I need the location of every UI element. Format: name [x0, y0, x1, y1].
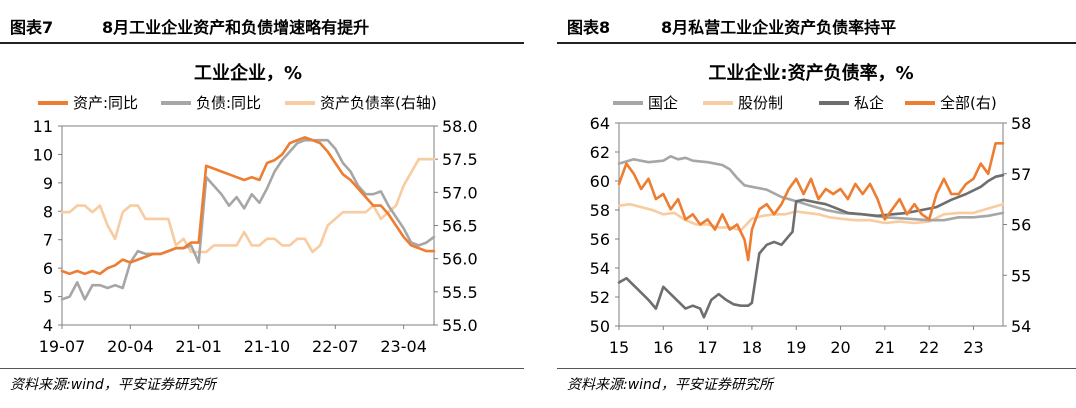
x-tick-label: 23-04	[380, 337, 427, 356]
y-tick-label: 9	[43, 174, 53, 193]
legend-label: 股份制	[738, 94, 783, 112]
x-tick-label: 18	[742, 338, 762, 357]
figure-title: 8月工业企业资产和负债增速略有提升	[102, 18, 370, 37]
header-rule	[0, 42, 524, 44]
y2-tick-label: 55.0	[442, 316, 478, 335]
figure-header: 图表7 8月工业企业资产和负债增速略有提升	[0, 6, 524, 40]
series-line	[617, 173, 1005, 319]
x-tick-label: 20-04	[107, 337, 154, 356]
header-rule	[557, 42, 1076, 44]
x-tick-label: 21	[875, 338, 895, 357]
y-tick-label: 4	[43, 316, 53, 335]
series-line	[617, 202, 1005, 232]
y-tick-label: 8	[43, 202, 53, 221]
x-tick-label: 22	[919, 338, 939, 357]
series-line	[60, 157, 436, 254]
y2-tick-label: 58	[1011, 114, 1031, 133]
y2-tick-label: 56.0	[442, 250, 478, 269]
y-tick-label: 10	[33, 145, 53, 164]
x-tick-label: 20	[830, 338, 850, 357]
figure-title: 8月私营工业企业资产负债率持平	[661, 18, 897, 37]
y-tick-label: 54	[590, 259, 610, 278]
y-tick-label: 11	[33, 117, 53, 136]
y-tick-label: 60	[590, 172, 610, 191]
y-tick-label: 56	[590, 230, 610, 249]
x-tick-label: 17	[697, 338, 717, 357]
plot-frame	[618, 122, 1004, 327]
series-line	[60, 138, 436, 301]
series-line	[60, 136, 436, 276]
source-note: 资料来源:wind，平安证券研究所	[10, 377, 216, 393]
x-tick-label: 23	[963, 338, 983, 357]
y2-tick-label: 57.5	[442, 150, 478, 169]
chart-title: 工业企业，%	[194, 62, 302, 84]
y-tick-label: 6	[43, 259, 53, 278]
y-tick-label: 64	[590, 114, 610, 133]
chart-panel-right: 图表8 8月私营工业企业资产负债率持平 工业企业:资产负债率，% 国企 股份制 私企 全…	[557, 0, 1076, 408]
legend-label: 资产:同比	[73, 94, 138, 112]
y-tick-label: 58	[590, 201, 610, 220]
y2-tick-label: 57	[1011, 165, 1031, 184]
chart-title: 工业企业:资产负债率，%	[708, 62, 913, 84]
y2-tick-label: 58.0	[442, 117, 478, 136]
chart-panel-left: 图表7 8月工业企业资产和负债增速略有提升 工业企业，% 资产:同比 负债:同比 资产…	[0, 0, 524, 408]
figure-header: 图表8 8月私营工业企业资产负债率持平	[557, 6, 1076, 40]
legend-label: 资产负债率(右轴)	[320, 94, 437, 112]
y-tick-label: 5	[43, 288, 53, 307]
figure-label: 图表7	[10, 18, 54, 37]
footer-rule	[557, 368, 1076, 369]
x-tick-label: 19-07	[39, 337, 86, 356]
legend-label: 国企	[648, 94, 678, 112]
y2-tick-label: 54	[1011, 317, 1031, 336]
series-line	[617, 155, 1005, 222]
industrial-assets-liabilities-chart: 工业企业，% 资产:同比 负债:同比 资产负债率(右轴) 4 5 6 7 8 9 10 11 55.0 5…	[33, 62, 478, 356]
y-tick-label: 52	[590, 288, 610, 307]
legend-label: 负债:同比	[196, 94, 261, 112]
x-tick-label: 22-07	[312, 337, 359, 356]
legend-label: 全部(右)	[940, 94, 997, 112]
x-tick-label: 16	[653, 338, 673, 357]
series-line	[617, 142, 1005, 262]
figure-label: 图表8	[567, 18, 611, 37]
y2-tick-label: 57.0	[442, 183, 478, 202]
y-tick-label: 62	[590, 143, 610, 162]
y2-tick-label: 56.5	[442, 217, 478, 236]
x-tick-label: 21-10	[244, 337, 291, 356]
y-tick-label: 7	[43, 231, 53, 250]
x-tick-label: 21-01	[175, 337, 222, 356]
y-tick-label: 50	[590, 317, 610, 336]
x-tick-label: 19	[786, 338, 806, 357]
legend-label: 私企	[854, 94, 884, 112]
x-tick-label: 15	[609, 338, 629, 357]
source-note: 资料来源:wind，平安证券研究所	[567, 377, 773, 393]
y2-tick-label: 55.5	[442, 283, 478, 302]
y2-tick-label: 56	[1011, 216, 1031, 235]
debt-ratio-by-ownership-chart: 工业企业:资产负债率，% 国企 股份制 私企 全部(右) 50 52 54 56 58 60 62 64…	[590, 62, 1032, 357]
footer-rule	[0, 368, 524, 369]
y2-tick-label: 55	[1011, 266, 1031, 285]
